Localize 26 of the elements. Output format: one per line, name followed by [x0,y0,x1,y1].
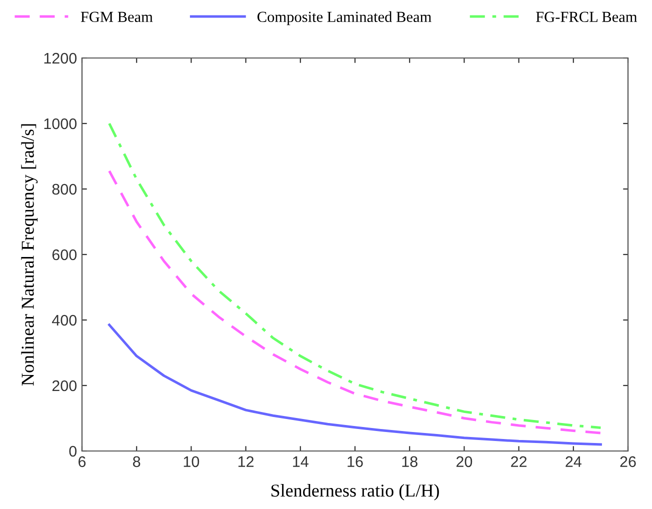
legend-label: FG-FRCL Beam [536,12,638,22]
y-tick-label: 600 [52,249,77,260]
y-tick-label: 400 [52,314,77,326]
x-tick-label: 12 [238,456,254,467]
x-tick-label: 6 [78,456,86,468]
legend-label: Composite Laminated Beam [258,11,432,26]
line-series [108,324,602,446]
y-tick-label: 0 [69,446,77,457]
y-axis-title: Nonlinear Natural Frequency [rad/s] [21,124,38,386]
y-tick-label: 1000 [44,118,77,130]
legend-label: FGM Beam [80,12,153,22]
x-tick-label: 10 [184,456,200,468]
y-tick-label: 800 [52,184,77,195]
line-series [108,122,602,429]
x-tick-label: 14 [293,456,308,467]
x-tick-label: 8 [133,456,140,468]
y-tick-label: 1200 [44,52,77,64]
x-tick-label: 20 [456,456,472,468]
x-tick-label: 16 [348,456,363,468]
x-tick-label: 26 [620,456,636,468]
line-series [108,170,602,434]
x-tick-label: 24 [566,456,582,467]
x-tick-label: 18 [402,456,418,468]
x-tick-label: 22 [511,456,527,467]
y-tick-label: 200 [52,380,77,392]
x-axis-title: Slenderness ratio (L/H) [271,484,439,500]
